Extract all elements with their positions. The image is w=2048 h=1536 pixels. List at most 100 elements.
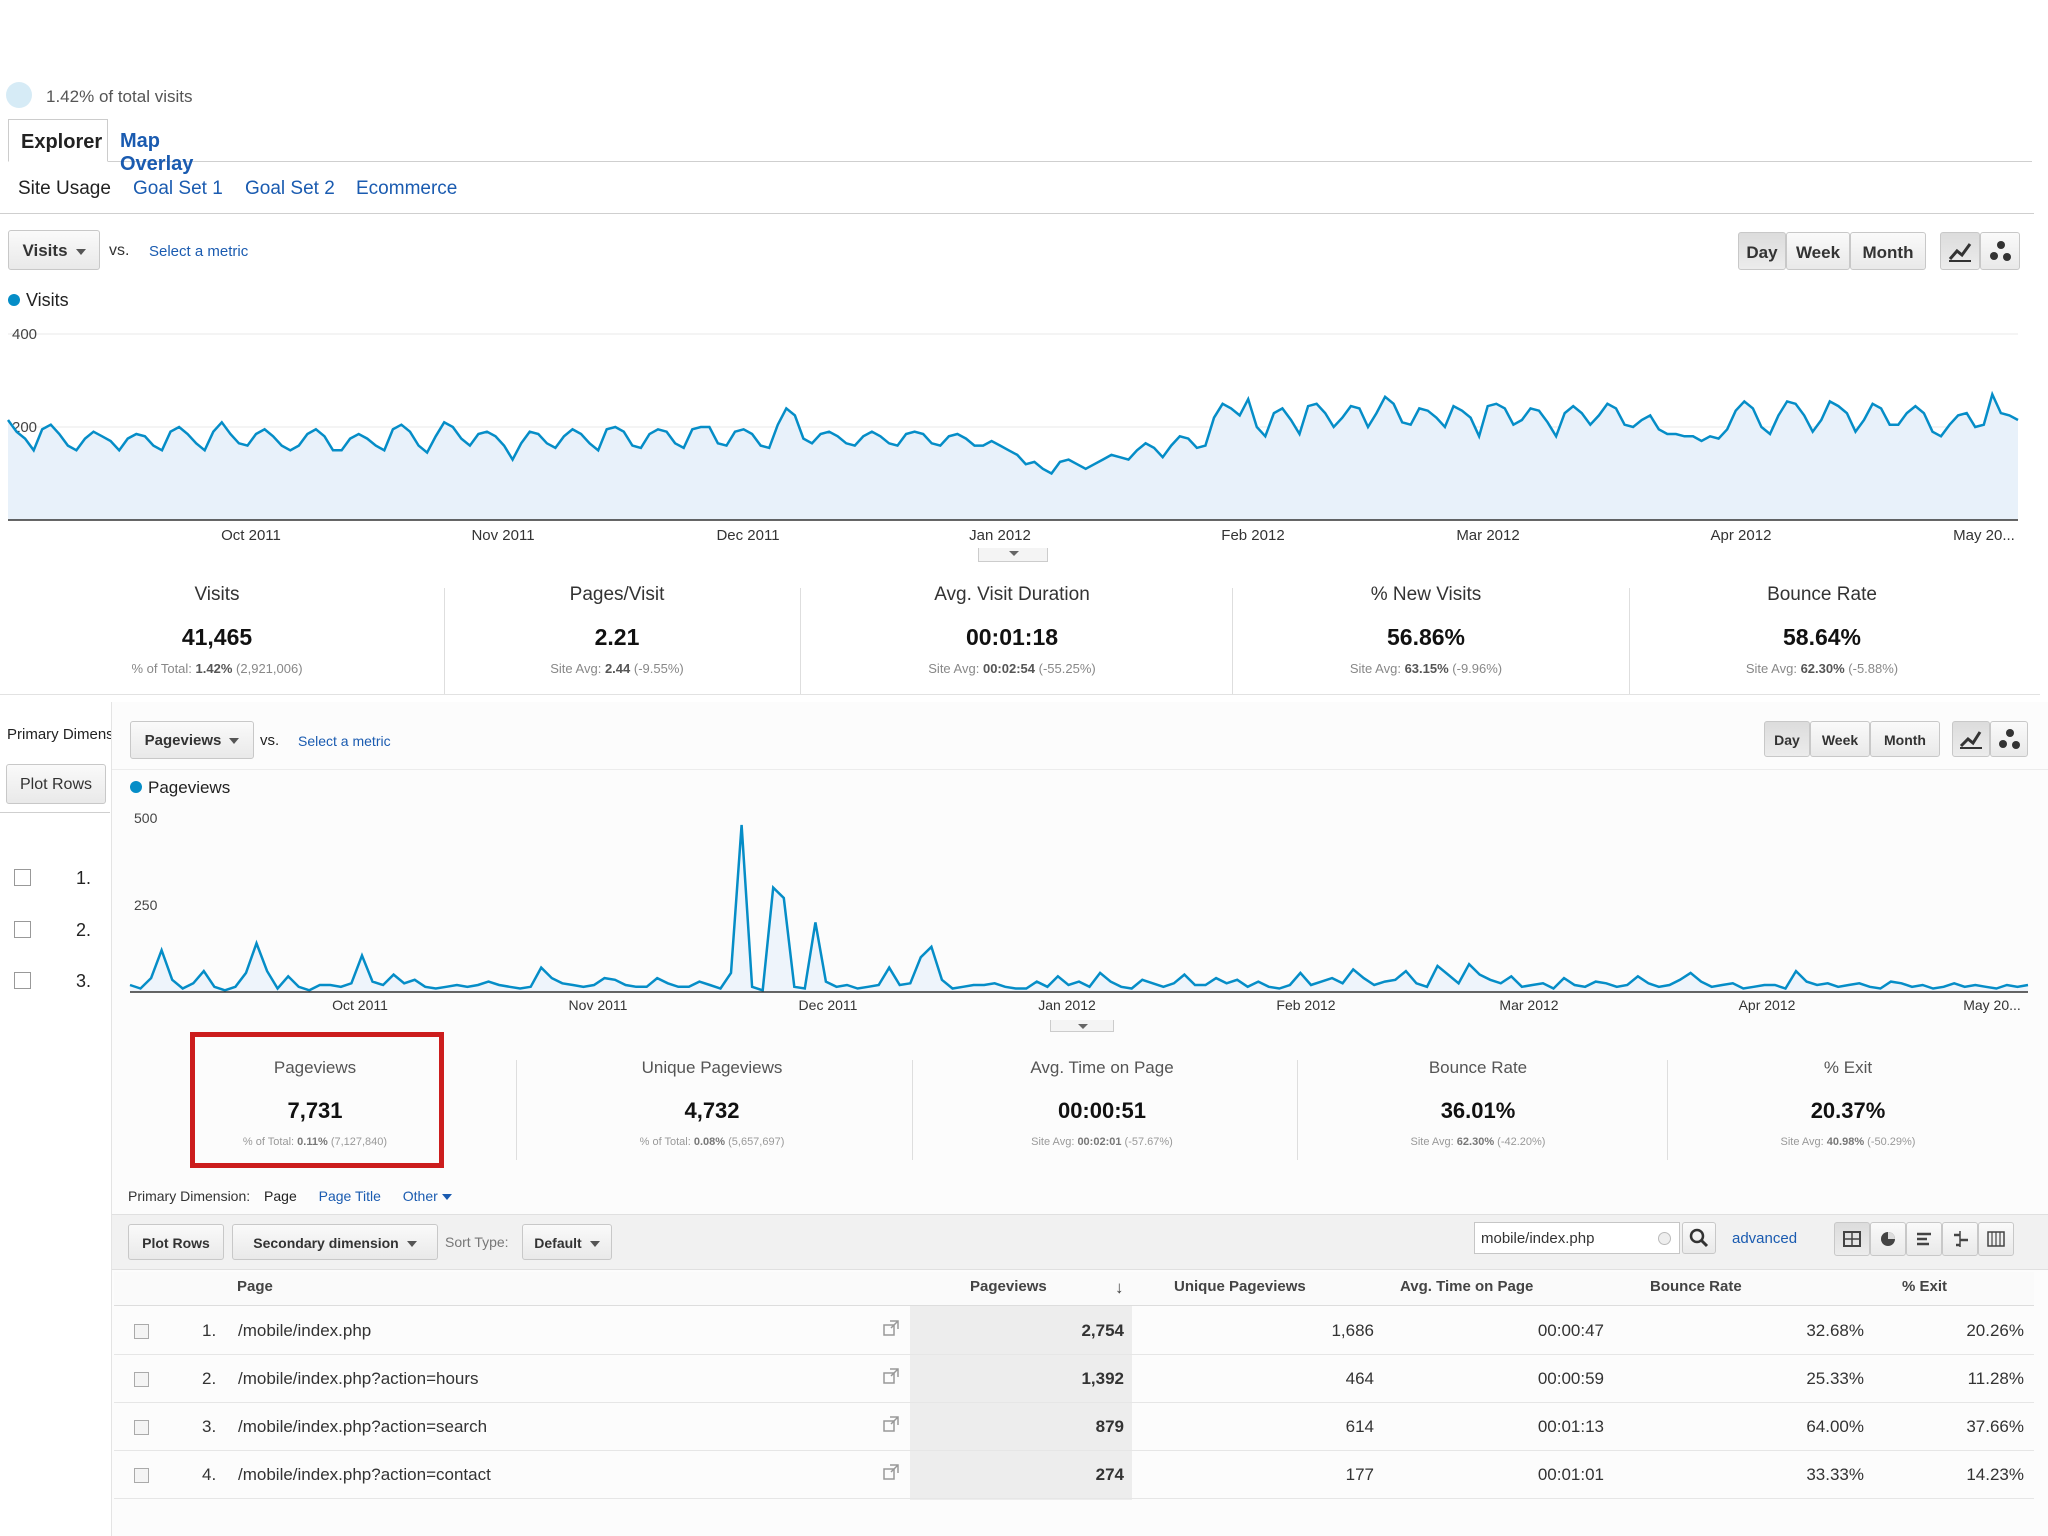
period-week-button[interactable]: Week bbox=[1810, 721, 1870, 757]
metric-sub-change: (-50.29%) bbox=[1867, 1136, 1916, 1148]
subtab-goal-set-2[interactable]: Goal Set 2 bbox=[245, 178, 335, 199]
metric-sub-change: (-42.20%) bbox=[1497, 1136, 1546, 1148]
line-chart-icon[interactable] bbox=[1952, 721, 1990, 757]
subtab-goal-set-1[interactable]: Goal Set 1 bbox=[133, 178, 223, 199]
metric-subtext: Site Avg: 62.30% (-5.88%) bbox=[1642, 661, 2002, 676]
metric-sub-value: 0.11% bbox=[297, 1136, 328, 1148]
metric-value: 00:01:18 bbox=[965, 624, 1059, 650]
header-pageviews[interactable]: Pageviews bbox=[970, 1278, 1047, 1295]
x-tick-label: Nov 2011 bbox=[569, 997, 628, 1013]
sort-arrow-icon[interactable]: ↓ bbox=[1115, 1278, 1124, 1297]
header-page[interactable]: Page bbox=[237, 1278, 273, 1295]
metric-tile[interactable]: Unique Pageviews 4,732 % of Total: 0.08% (… bbox=[542, 1058, 882, 1148]
vs-label: vs. bbox=[109, 242, 130, 259]
row-checkbox[interactable] bbox=[134, 1372, 149, 1387]
page-link[interactable]: /mobile/index.php?action=contact bbox=[238, 1465, 491, 1484]
chart-collapse-handle[interactable] bbox=[1050, 1020, 1114, 1032]
page-link[interactable]: /mobile/index.php?action=hours bbox=[238, 1369, 479, 1388]
metric-tile[interactable]: Bounce Rate 58.64% Site Avg: 62.30% (-5.88… bbox=[1642, 584, 2002, 676]
tab-explorer[interactable]: Explorer bbox=[8, 119, 108, 162]
table-row[interactable]: 4. /mobile/index.php?action=contact 274 177… bbox=[114, 1451, 2034, 1499]
row-checkbox[interactable] bbox=[134, 1420, 149, 1435]
x-tick-label: Jan 2012 bbox=[1038, 997, 1096, 1013]
plot-rows-button[interactable]: Plot Rows bbox=[6, 764, 106, 804]
table-row[interactable]: 1. /mobile/index.php 2,754 1,686 00:00:47 32.… bbox=[114, 1307, 2034, 1355]
advanced-filter-link[interactable]: advanced bbox=[1732, 1230, 1798, 1247]
row-checkbox[interactable] bbox=[14, 869, 31, 886]
open-page-icon[interactable] bbox=[882, 1319, 900, 1342]
table-view-icon[interactable] bbox=[1834, 1222, 1870, 1256]
y-tick-label: 400 bbox=[12, 326, 37, 343]
metric-tile[interactable]: Pages/Visit 2.21 Site Avg: 2.44 (-9.55%) bbox=[437, 584, 797, 676]
metric-tile[interactable]: Visits 41,465 % of Total: 1.42% (2,921,006… bbox=[37, 584, 397, 676]
metric-sub-change: (-5.88%) bbox=[1848, 661, 1899, 676]
subtab-ecommerce[interactable]: Ecommerce bbox=[356, 178, 458, 199]
open-page-icon[interactable] bbox=[882, 1367, 900, 1390]
bounce-rate-cell: 64.00% bbox=[1806, 1417, 1864, 1436]
row-number: 2. bbox=[76, 920, 92, 940]
header-bounce-rate[interactable]: Bounce Rate bbox=[1650, 1278, 1742, 1295]
x-tick-label: Mar 2012 bbox=[1456, 527, 1519, 544]
row-checkbox[interactable] bbox=[14, 921, 31, 938]
dimension-page-title[interactable]: Page Title bbox=[318, 1188, 381, 1204]
header-unique-pageviews[interactable]: Unique Pageviews bbox=[1174, 1278, 1306, 1295]
header-exit[interactable]: % Exit bbox=[1902, 1278, 1948, 1295]
period-day-button[interactable]: Day bbox=[1764, 721, 1810, 757]
pie-chart-view-icon[interactable] bbox=[1870, 1222, 1906, 1256]
metric-tile[interactable]: Pageviews 7,731 % of Total: 0.11% (7,127,8… bbox=[145, 1058, 485, 1148]
period-month-button[interactable]: Month bbox=[1870, 721, 1940, 757]
open-page-icon[interactable] bbox=[882, 1463, 900, 1486]
motion-chart-icon[interactable] bbox=[1980, 232, 2020, 270]
period-month-button[interactable]: Month bbox=[1850, 232, 1926, 270]
primary-dimension-bar: Primary Dimension: Page Page Title Other bbox=[128, 1188, 452, 1204]
page-link[interactable]: /mobile/index.php bbox=[238, 1321, 372, 1340]
row-checkbox[interactable] bbox=[134, 1468, 149, 1483]
metric-subtext: Site Avg: 62.30% (-42.20%) bbox=[1308, 1136, 1648, 1148]
pivot-view-icon[interactable] bbox=[1978, 1222, 2014, 1256]
metric-sub-change: (-9.96%) bbox=[1452, 661, 1503, 676]
metric-tile[interactable]: Avg. Time on Page 00:00:51 Site Avg: 00:02… bbox=[932, 1058, 1272, 1148]
sort-type-dropdown[interactable]: Default bbox=[522, 1224, 612, 1260]
header-avg-time-on-page[interactable]: Avg. Time on Page bbox=[1400, 1278, 1534, 1295]
period-day-button[interactable]: Day bbox=[1738, 232, 1786, 270]
dimension-page[interactable]: Page bbox=[264, 1188, 297, 1204]
subtab-site-usage[interactable]: Site Usage bbox=[18, 178, 111, 199]
section-divider bbox=[0, 694, 2040, 695]
performance-view-icon[interactable] bbox=[1906, 1222, 1942, 1256]
y-tick-label: 500 bbox=[134, 810, 158, 826]
metric-tile[interactable]: Bounce Rate 36.01% Site Avg: 62.30% (-42.2… bbox=[1308, 1058, 1648, 1148]
pie-icon bbox=[6, 82, 32, 108]
metric-sub-prefix: % of Total: bbox=[242, 1136, 295, 1148]
table-row[interactable]: 2. /mobile/index.php?action=hours 1,392 464… bbox=[114, 1355, 2034, 1403]
secondary-dimension-dropdown[interactable]: Secondary dimension bbox=[232, 1224, 438, 1260]
metric-sub-change: (5,657,697) bbox=[728, 1136, 785, 1148]
select-metric-link[interactable]: Select a metric bbox=[298, 733, 391, 749]
metric-tile[interactable]: Avg. Visit Duration 00:01:18 Site Avg: 00:… bbox=[832, 584, 1192, 676]
metric-tile[interactable]: % Exit 20.37% Site Avg: 40.98% (-50.29%) bbox=[1678, 1058, 2018, 1148]
plot-rows-button[interactable]: Plot Rows bbox=[128, 1224, 224, 1260]
series-line bbox=[129, 824, 2029, 992]
avg-time-cell: 00:00:59 bbox=[1537, 1369, 1604, 1388]
subtabs-divider bbox=[0, 213, 2034, 214]
comparison-view-icon[interactable] bbox=[1942, 1222, 1978, 1256]
motion-chart-icon[interactable] bbox=[1990, 721, 2028, 757]
search-icon[interactable] bbox=[1682, 1222, 1716, 1254]
tab-map-overlay[interactable]: Map Overlay bbox=[120, 130, 194, 175]
table-row[interactable]: 3. /mobile/index.php?action=search 879 614 0… bbox=[114, 1403, 2034, 1451]
page-link[interactable]: /mobile/index.php?action=search bbox=[238, 1417, 488, 1436]
open-page-icon[interactable] bbox=[882, 1415, 900, 1438]
line-chart-icon[interactable] bbox=[1940, 232, 1980, 270]
table-filter-input[interactable] bbox=[1479, 1226, 1649, 1250]
metric-tile[interactable]: % New Visits 56.86% Site Avg: 63.15% (-9.9… bbox=[1246, 584, 1606, 676]
row-checkbox[interactable] bbox=[134, 1324, 149, 1339]
row-number: 3. bbox=[202, 1417, 217, 1436]
select-metric-link[interactable]: Select a metric bbox=[149, 243, 249, 260]
tile-divider bbox=[800, 588, 801, 694]
metric-dropdown[interactable]: Visits bbox=[8, 230, 100, 270]
clear-icon[interactable] bbox=[1658, 1232, 1671, 1245]
pageviews-metric-dropdown[interactable]: Pageviews bbox=[130, 721, 254, 759]
period-week-button[interactable]: Week bbox=[1786, 232, 1850, 270]
row-checkbox[interactable] bbox=[14, 972, 31, 989]
dimension-other[interactable]: Other bbox=[402, 1188, 438, 1204]
chart-collapse-handle[interactable] bbox=[978, 548, 1048, 562]
